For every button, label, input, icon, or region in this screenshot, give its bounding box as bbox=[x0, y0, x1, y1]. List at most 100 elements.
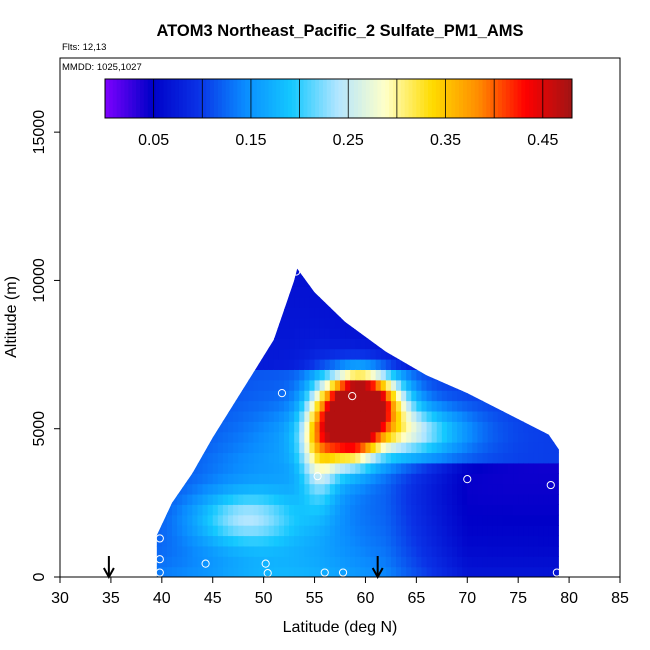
heatmap-cell bbox=[375, 483, 382, 495]
heatmap-cell bbox=[462, 348, 468, 360]
heatmap-cell bbox=[335, 255, 341, 266]
heatmap-cell bbox=[365, 359, 372, 370]
heatmap-cell bbox=[314, 286, 321, 298]
heatmap-cell bbox=[411, 525, 417, 537]
heatmap-cell bbox=[197, 504, 204, 516]
heatmap-cell bbox=[355, 421, 361, 433]
heatmap-cell bbox=[166, 514, 173, 526]
heatmap-cell bbox=[538, 359, 545, 370]
heatmap-cell bbox=[446, 359, 453, 370]
heatmap-cell bbox=[166, 390, 173, 402]
heatmap-cell bbox=[319, 286, 326, 298]
heatmap-cell bbox=[156, 421, 163, 433]
heatmap-cell bbox=[197, 493, 204, 505]
heatmap-cell bbox=[441, 442, 448, 454]
heatmap-cell bbox=[370, 431, 377, 443]
heatmap-cell bbox=[528, 545, 535, 557]
heatmap-cell bbox=[233, 296, 239, 308]
heatmap-cell bbox=[299, 296, 305, 308]
heatmap-cell bbox=[273, 545, 280, 557]
heatmap-cell bbox=[284, 545, 290, 557]
heatmap-cell bbox=[467, 296, 473, 308]
heatmap-cell bbox=[212, 390, 219, 402]
heatmap-cell bbox=[172, 525, 178, 537]
heatmap-cell bbox=[487, 442, 494, 454]
heatmap-cell bbox=[431, 556, 438, 568]
heatmap-cell bbox=[268, 348, 275, 360]
heatmap-cell bbox=[518, 359, 524, 370]
heatmap-cell bbox=[197, 275, 204, 287]
heatmap-cell bbox=[345, 483, 351, 495]
x-tick-label: 50 bbox=[255, 590, 273, 607]
heatmap-cell bbox=[355, 483, 361, 495]
heatmap-cell bbox=[548, 338, 555, 350]
heatmap-cell bbox=[243, 493, 249, 505]
heatmap-cell bbox=[233, 410, 239, 422]
colorbar-segment bbox=[494, 79, 499, 118]
heatmap-cell bbox=[299, 493, 305, 505]
heatmap-cell bbox=[482, 400, 489, 412]
heatmap-cell bbox=[436, 566, 443, 577]
heatmap-cell bbox=[182, 379, 188, 391]
colorbar-segment bbox=[287, 79, 293, 118]
heatmap-cell bbox=[426, 348, 433, 360]
heatmap-cell bbox=[273, 359, 280, 370]
heatmap-cell bbox=[390, 504, 397, 516]
heatmap-cell bbox=[513, 566, 519, 577]
heatmap-cell bbox=[156, 327, 163, 339]
heatmap-cell bbox=[462, 504, 468, 516]
heatmap-cell bbox=[161, 421, 168, 433]
heatmap-cell bbox=[502, 504, 509, 516]
heatmap-cell bbox=[385, 504, 392, 516]
heatmap-cell bbox=[538, 317, 545, 329]
heatmap-cell bbox=[508, 255, 514, 266]
heatmap-cell bbox=[222, 514, 229, 526]
heatmap-cell bbox=[187, 268, 193, 277]
heatmap-cell bbox=[416, 369, 423, 381]
heatmap-cell bbox=[487, 296, 494, 308]
heatmap-cell bbox=[217, 421, 224, 433]
colorbar-segment bbox=[431, 79, 437, 118]
heatmap-cell bbox=[233, 338, 239, 350]
heatmap-cell bbox=[263, 452, 270, 464]
heatmap-cell bbox=[177, 504, 183, 516]
heatmap-cell bbox=[217, 556, 224, 568]
heatmap-cell bbox=[518, 379, 524, 391]
heatmap-cell bbox=[365, 327, 372, 339]
heatmap-cell bbox=[553, 317, 559, 329]
heatmap-cell bbox=[222, 556, 229, 568]
heatmap-cell bbox=[406, 400, 412, 412]
heatmap-cell bbox=[508, 286, 514, 298]
heatmap-cell bbox=[533, 255, 539, 266]
heatmap-cell bbox=[156, 442, 163, 454]
heatmap-cell bbox=[274, 255, 280, 266]
heatmap-cell bbox=[370, 556, 377, 568]
heatmap-cell bbox=[289, 545, 295, 557]
heatmap-cell bbox=[538, 493, 545, 505]
heatmap-cell bbox=[182, 286, 188, 298]
heatmap-cell bbox=[421, 556, 428, 568]
heatmap-cell bbox=[192, 421, 199, 433]
heatmap-cell bbox=[299, 483, 305, 495]
heatmap-cell bbox=[513, 268, 519, 277]
heatmap-cell bbox=[375, 338, 382, 350]
heatmap-cell bbox=[513, 307, 519, 319]
heatmap-cell bbox=[289, 493, 295, 505]
heatmap-cell bbox=[268, 369, 275, 381]
heatmap-cell bbox=[375, 379, 382, 391]
heatmap-cell bbox=[411, 535, 417, 547]
heatmap-cell bbox=[559, 567, 565, 578]
heatmap-cell bbox=[421, 452, 428, 464]
heatmap-cell bbox=[172, 255, 178, 266]
heatmap-cell bbox=[401, 504, 407, 516]
heatmap-cell bbox=[508, 462, 514, 474]
heatmap-cell bbox=[233, 255, 239, 266]
heatmap-cell bbox=[289, 275, 295, 287]
heatmap-cell bbox=[172, 473, 178, 485]
heatmap-cell bbox=[309, 545, 316, 557]
heatmap-cell bbox=[487, 504, 494, 516]
heatmap-cell bbox=[314, 462, 321, 474]
heatmap-cell bbox=[553, 379, 559, 391]
heatmap-cell bbox=[166, 431, 173, 443]
heatmap-cell bbox=[553, 525, 559, 537]
